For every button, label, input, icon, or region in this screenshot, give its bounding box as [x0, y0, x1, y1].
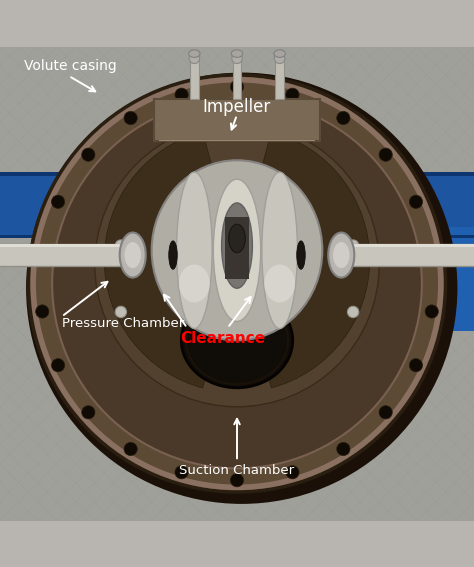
Bar — [346, 244, 474, 266]
Ellipse shape — [213, 179, 261, 321]
Circle shape — [82, 148, 95, 162]
Ellipse shape — [221, 203, 252, 288]
Ellipse shape — [274, 53, 285, 64]
Circle shape — [82, 405, 95, 419]
Circle shape — [175, 88, 188, 101]
Circle shape — [337, 442, 350, 456]
Bar — [275, 272, 284, 300]
Circle shape — [52, 99, 422, 468]
Ellipse shape — [328, 232, 354, 278]
Circle shape — [230, 473, 244, 487]
Circle shape — [337, 111, 350, 125]
Bar — [0, 172, 474, 239]
Text: Pressure Chamber: Pressure Chamber — [62, 318, 184, 331]
Ellipse shape — [297, 241, 305, 269]
Circle shape — [115, 306, 127, 318]
Circle shape — [286, 88, 299, 101]
Bar — [0, 244, 128, 247]
Circle shape — [230, 80, 244, 94]
Circle shape — [425, 249, 438, 262]
Bar — [190, 54, 199, 99]
Circle shape — [347, 306, 359, 318]
Text: Impeller: Impeller — [203, 98, 271, 116]
Ellipse shape — [124, 242, 141, 268]
Circle shape — [347, 240, 359, 251]
Text: Clearance: Clearance — [180, 331, 265, 345]
Ellipse shape — [333, 242, 349, 268]
Ellipse shape — [190, 268, 199, 275]
Ellipse shape — [189, 53, 200, 64]
Circle shape — [115, 240, 127, 251]
Ellipse shape — [262, 172, 297, 328]
Ellipse shape — [275, 268, 284, 275]
Ellipse shape — [231, 50, 243, 57]
Circle shape — [95, 122, 379, 407]
Circle shape — [409, 358, 422, 372]
Circle shape — [52, 358, 65, 372]
Bar — [275, 54, 284, 99]
Ellipse shape — [179, 265, 210, 302]
Bar — [0, 172, 474, 176]
Bar — [0, 235, 474, 239]
Circle shape — [28, 75, 446, 492]
Ellipse shape — [232, 53, 242, 64]
Circle shape — [124, 111, 137, 125]
Circle shape — [379, 148, 392, 162]
Ellipse shape — [264, 265, 295, 302]
Circle shape — [124, 442, 137, 456]
Text: Volute casing: Volute casing — [24, 60, 117, 73]
Ellipse shape — [228, 225, 246, 253]
Ellipse shape — [152, 160, 322, 340]
Circle shape — [36, 305, 49, 318]
Circle shape — [379, 405, 392, 419]
Circle shape — [175, 466, 188, 479]
Bar — [225, 217, 249, 279]
Ellipse shape — [119, 232, 146, 278]
Circle shape — [52, 195, 65, 209]
Bar — [190, 272, 199, 300]
Bar — [154, 99, 320, 141]
Text: Suction Chamber: Suction Chamber — [180, 464, 294, 477]
Bar — [417, 227, 474, 331]
Bar — [159, 140, 315, 141]
Ellipse shape — [189, 50, 200, 57]
Bar — [233, 54, 241, 99]
Wedge shape — [104, 132, 237, 388]
Circle shape — [425, 305, 438, 318]
Circle shape — [26, 73, 457, 504]
Circle shape — [286, 466, 299, 479]
Ellipse shape — [181, 293, 292, 388]
Ellipse shape — [274, 50, 285, 57]
Circle shape — [409, 195, 422, 209]
Ellipse shape — [176, 172, 212, 328]
Ellipse shape — [169, 241, 177, 269]
Circle shape — [36, 249, 49, 262]
Wedge shape — [237, 132, 370, 388]
Bar — [346, 244, 474, 247]
Bar — [0, 244, 128, 266]
